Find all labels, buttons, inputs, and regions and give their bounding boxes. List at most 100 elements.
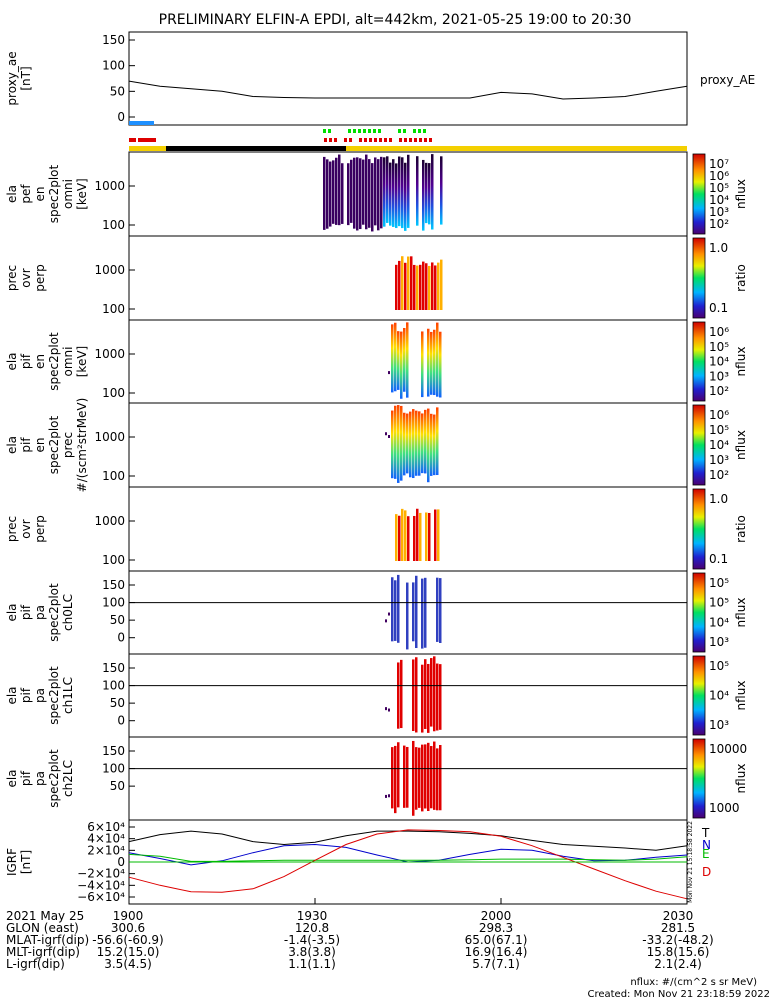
- ylabel-line: spec2plot: [47, 666, 61, 725]
- ylabel-line: ela: [5, 352, 19, 370]
- status-bar-green: [403, 129, 406, 133]
- colorbar-tick-label: 10³: [709, 718, 729, 732]
- status-bar-red: [419, 138, 422, 142]
- colorbar-tick-label: 10⁵: [709, 181, 729, 195]
- spectrogram-column: [406, 582, 409, 650]
- ylabel-line: spec2plot: [47, 749, 61, 808]
- spectrogram-column: [433, 741, 436, 810]
- colorbar-tick-label: 10³: [709, 635, 729, 649]
- spectrogram-column: [421, 744, 424, 812]
- spectrogram-column: [430, 331, 433, 395]
- ylabel-line: IGRF: [5, 848, 19, 876]
- spectrogram-column: [416, 508, 419, 561]
- ylabel-line: ela: [5, 686, 19, 704]
- spectrogram-column: [400, 659, 403, 729]
- y-tick-label: 0: [117, 110, 125, 124]
- spectrogram-column: [374, 157, 377, 226]
- spectrogram-column: [386, 156, 389, 223]
- colorbar-tick-label: 10⁶: [709, 169, 729, 183]
- spectrogram-column: [323, 156, 326, 230]
- y-tick-label: 100: [102, 218, 125, 232]
- panel-2: 1000 100 prec ovr perp 1.0 0.1 ratio: [5, 235, 748, 321]
- ylabel-line: [nT]: [19, 66, 33, 90]
- ylabel-line: pif: [19, 437, 33, 453]
- colorbar-title: nflux: [734, 598, 748, 628]
- colorbar-title: ratio: [734, 264, 748, 292]
- colorbar-tick-label: 1.0: [709, 241, 728, 255]
- colorbar-tick-label: 10⁴: [709, 438, 729, 452]
- ylabel-line: [keV]: [75, 346, 89, 377]
- status-bar-green: [328, 129, 331, 133]
- colorbar-title: ratio: [734, 515, 748, 543]
- spectrogram-column: [365, 154, 368, 230]
- spectrogram-column: [418, 411, 421, 476]
- spectrogram-column: [425, 263, 428, 310]
- spectrogram-dot: [388, 371, 390, 375]
- orbit-row-value: 3.5(4.5): [104, 957, 152, 971]
- spectrogram-fill: [395, 508, 440, 561]
- spectrogram-column: [439, 578, 442, 643]
- ylabel-line: proxy_ae: [5, 51, 19, 105]
- spectrogram-fill: [395, 256, 443, 310]
- ylabel-line: [nT]: [19, 850, 33, 874]
- colorbar-title: nflux: [734, 681, 748, 711]
- spectrogram-column: [434, 509, 437, 561]
- orbit-row-value: 281.5: [661, 921, 695, 935]
- spectrogram-column: [430, 413, 433, 476]
- y-tick-label: 150: [102, 33, 125, 47]
- orbit-row-label: MLT-igrf(dip): [6, 945, 80, 959]
- spectrogram-column: [424, 744, 427, 809]
- y-tick-label: −4×10⁴: [77, 878, 125, 892]
- spectrogram-column: [431, 154, 434, 230]
- spectrogram-column: [404, 162, 407, 231]
- colorbar-title: nflux: [734, 179, 748, 209]
- spectrogram-column: [439, 664, 442, 730]
- spectrogram-column: [419, 264, 422, 310]
- status-bar-green: [373, 129, 376, 133]
- colorbar-tick-label: 10⁶: [709, 325, 729, 339]
- spectrogram-column: [440, 156, 443, 225]
- ylabel-line: pa: [33, 688, 47, 703]
- orbit-row-value: 300.6: [111, 921, 145, 935]
- colorbar-tick-label: 10000: [709, 742, 747, 756]
- y-tick-label: 1000: [94, 430, 125, 444]
- ylabel-line: ela: [5, 769, 19, 787]
- spectrogram-fill: [388, 322, 442, 399]
- y-tick-label: 50: [110, 613, 125, 627]
- spectrogram-column: [406, 746, 409, 808]
- colorbar-tick-label: 10⁵: [709, 423, 729, 437]
- status-bar-green: [323, 129, 326, 133]
- spectrogram-column: [397, 331, 400, 390]
- spectrogram-column: [412, 409, 415, 479]
- spectrogram-column: [409, 411, 412, 478]
- spectrogram-column: [433, 656, 436, 732]
- orbit-row-label: MLAT-igrf(dip): [6, 933, 89, 947]
- ylabel-line: omni: [61, 179, 75, 209]
- spectrogram-column: [413, 264, 416, 310]
- spectrogram-column: [362, 159, 365, 225]
- spectrogram-column: [425, 162, 428, 224]
- y-tick-label: 6×10⁴: [87, 820, 125, 834]
- ylabel-line: ela: [5, 185, 19, 203]
- status-bar-red: [364, 138, 367, 142]
- y-tick-label: 150: [102, 578, 125, 592]
- spectrogram-column: [394, 580, 397, 641]
- spectrogram-dot: [385, 707, 387, 711]
- y-tick-label: 100: [102, 553, 125, 567]
- orbit-row-value: 15.8(15.6): [647, 945, 710, 959]
- y-tick-label: 100: [102, 762, 125, 776]
- spectrogram-column: [424, 577, 427, 648]
- orbit-row-value: 65.0(67.1): [465, 933, 528, 947]
- ylabel-line: spec2plot: [47, 415, 61, 474]
- spectrogram-column: [425, 512, 428, 561]
- status-bar-green: [353, 129, 356, 133]
- colorbar-scale: [692, 153, 706, 235]
- status-bar-red: [404, 138, 407, 142]
- igrf-line-E: [128, 853, 688, 862]
- orbit-row-value: 2.1(2.4): [654, 957, 702, 971]
- spectrogram-column: [394, 745, 397, 814]
- spectrogram-column: [421, 331, 424, 398]
- ylabel-line: perp: [33, 264, 47, 292]
- status-bar-green: [378, 129, 381, 133]
